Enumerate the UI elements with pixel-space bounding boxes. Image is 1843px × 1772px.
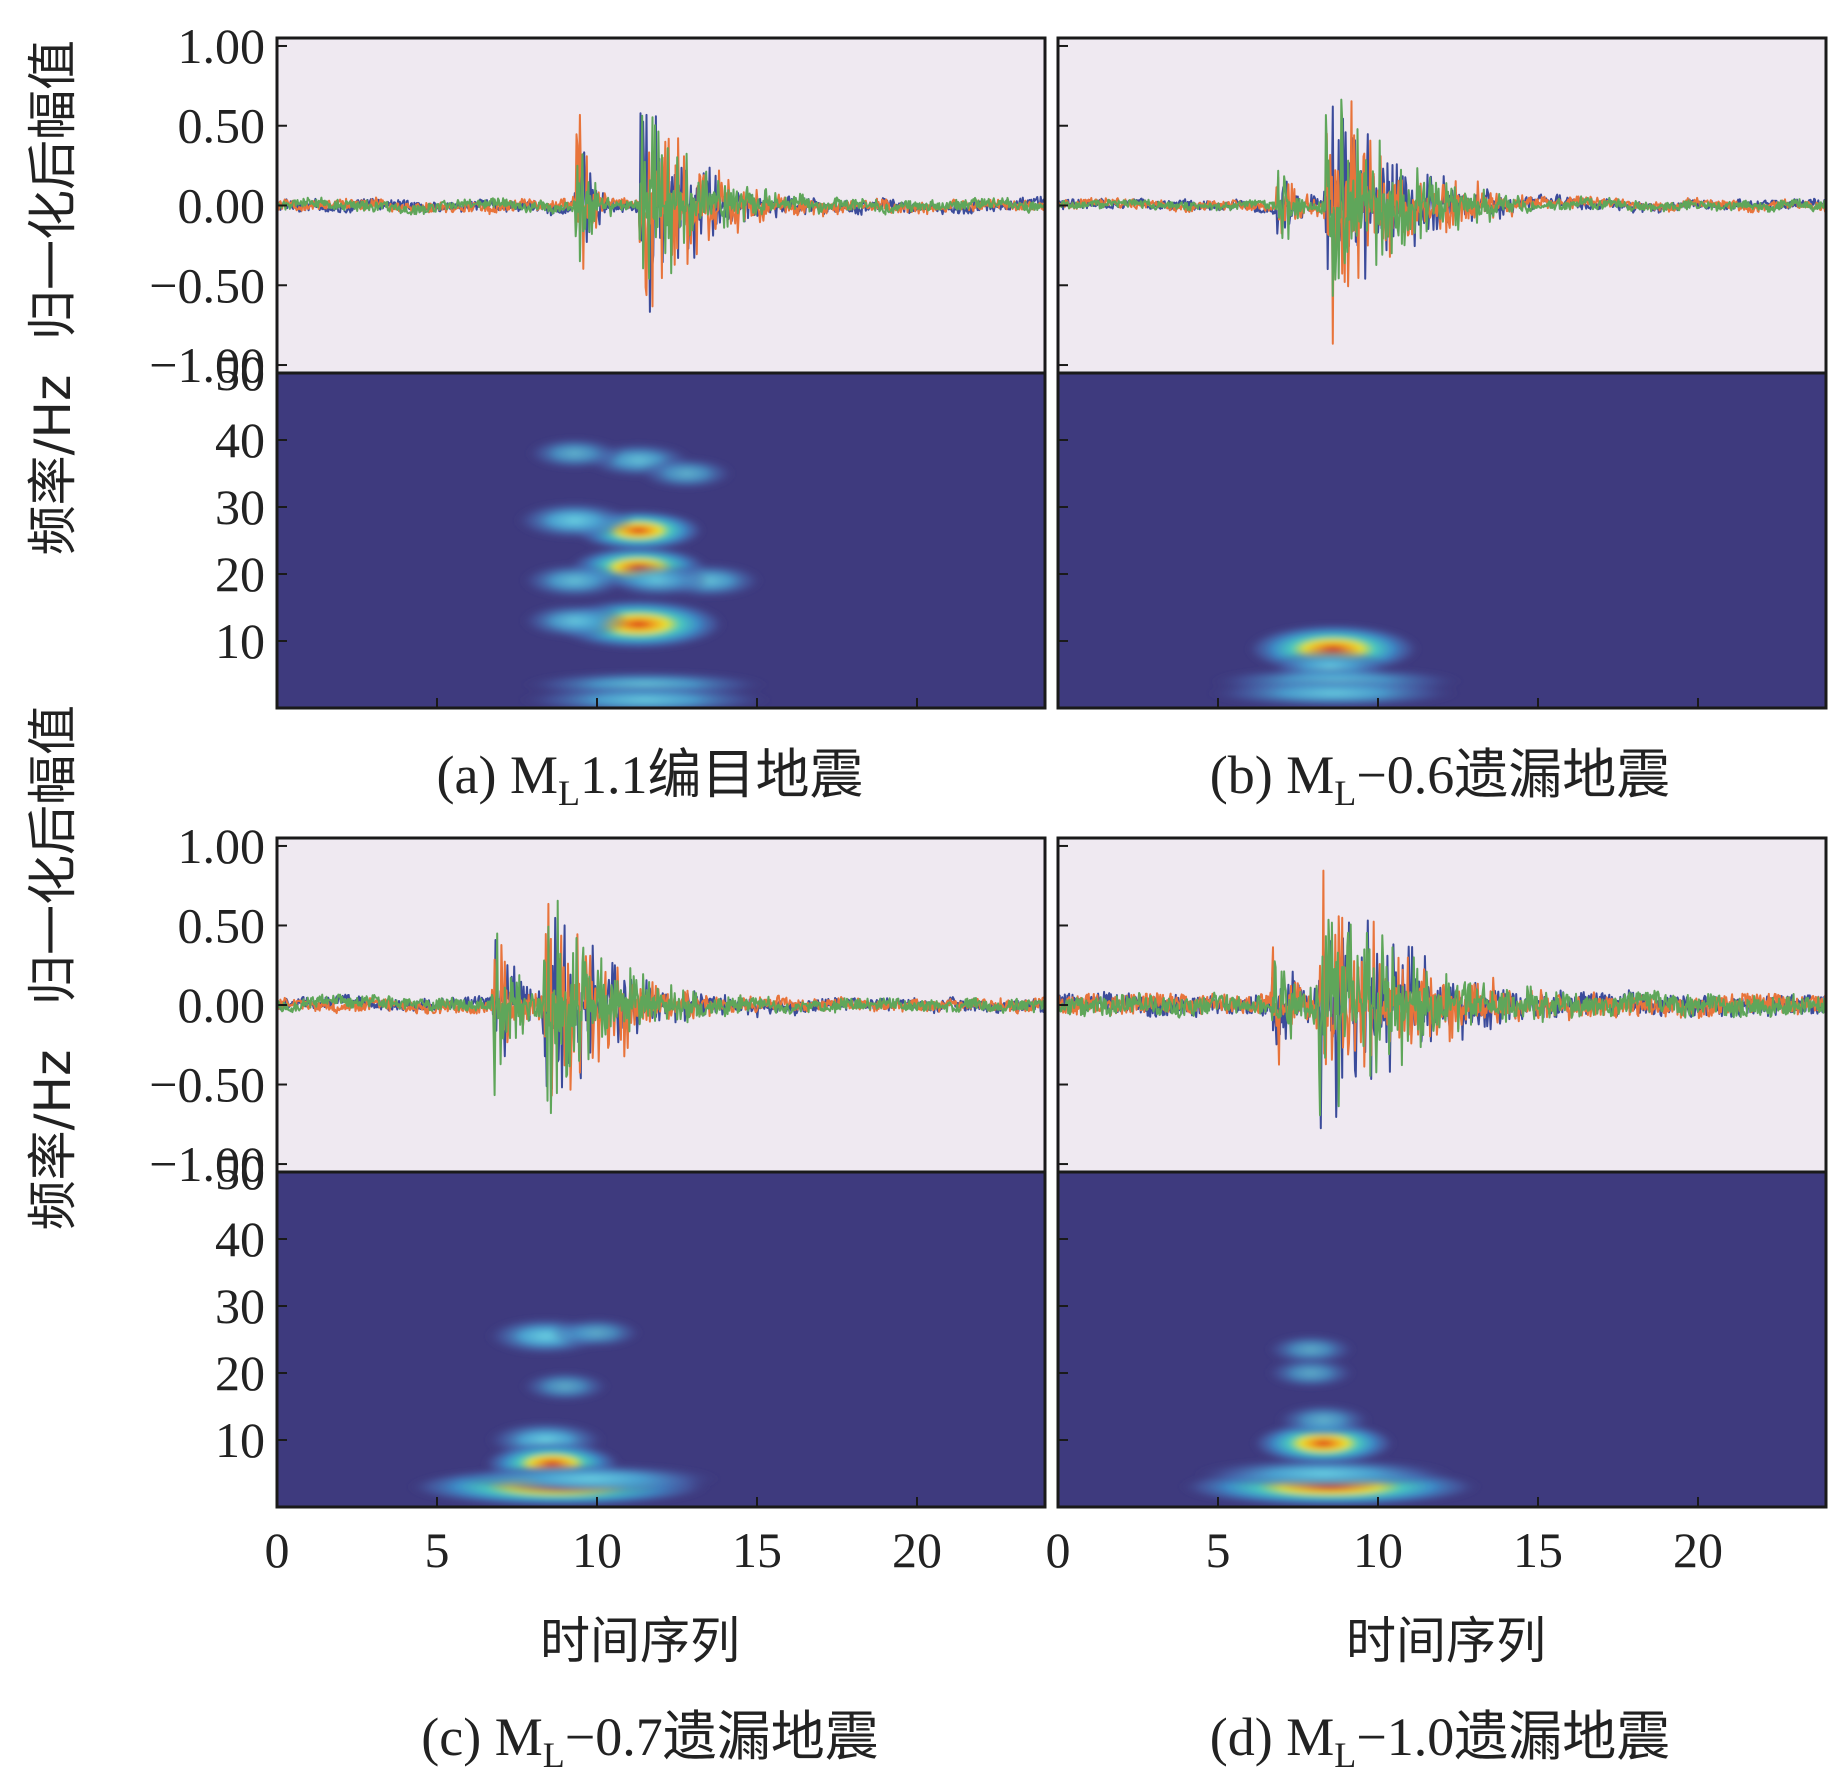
spectrogram-frame bbox=[275, 1170, 1047, 1509]
xlabel-c: 时间序列 bbox=[540, 1612, 740, 1670]
waveform-ytick-label: 0.50 bbox=[178, 897, 266, 953]
spectrogram-ylabel-top: 频率/Hz bbox=[24, 375, 82, 556]
spectrogram-blob bbox=[1192, 1457, 1455, 1490]
spectrogram-ytick-label: 30 bbox=[215, 479, 265, 535]
panel-d: 0 5 10 15 20 bbox=[1046, 836, 1828, 1578]
spectrogram-ytick-label: 10 bbox=[215, 1412, 265, 1468]
xtick-label: 15 bbox=[732, 1522, 782, 1578]
spectrogram-energy bbox=[1205, 623, 1465, 708]
spectrogram-plot-area bbox=[277, 1172, 1045, 1507]
waveform-series-component-2 bbox=[1057, 100, 1827, 345]
waveform-ylabel-top: 归一化后幅值 bbox=[24, 40, 82, 340]
spectrogram-ytick-label: 20 bbox=[215, 1345, 265, 1401]
spectrogram-frame bbox=[1056, 1170, 1828, 1509]
waveform-ylabel-bottom: 归一化后幅值 bbox=[24, 705, 82, 1005]
waveform-ytick-label: −1.00 bbox=[149, 337, 265, 393]
xtick-label: 20 bbox=[892, 1522, 942, 1578]
waveform-ytick-label: −0.50 bbox=[149, 257, 265, 313]
spectrogram-blob bbox=[519, 1370, 611, 1403]
spectrogram-ytick-label: 50 bbox=[215, 1144, 265, 1200]
spectrogram-plot-area bbox=[1058, 373, 1826, 708]
waveform-series-component-3 bbox=[276, 114, 1046, 280]
spectrogram-ytick-label: 30 bbox=[215, 1278, 265, 1334]
waveform-ytick-label: −1.00 bbox=[149, 1136, 265, 1192]
spectrogram-plot-area bbox=[1058, 1172, 1826, 1507]
spectrogram-ylabel-bottom: 频率/Hz bbox=[24, 1050, 82, 1231]
waveform-ytick-label: 1.00 bbox=[178, 18, 266, 74]
waveform-series-component-3 bbox=[276, 899, 1046, 1115]
xtick-label: 5 bbox=[425, 1522, 450, 1578]
spectrogram-energy bbox=[513, 436, 773, 708]
spectrogram-blob bbox=[513, 500, 636, 541]
spectrogram-blob bbox=[1264, 1356, 1357, 1390]
spectrogram-energy bbox=[1178, 1333, 1482, 1507]
waveform-series-component-3 bbox=[1057, 918, 1827, 1117]
spectrogram-blob bbox=[519, 602, 630, 640]
spectrogram-ytick-label: 40 bbox=[215, 412, 265, 468]
spectrogram-frame bbox=[1056, 371, 1828, 710]
xtick-label: 10 bbox=[572, 1522, 622, 1578]
spectrogram-blob bbox=[551, 1316, 643, 1350]
waveform-series-component-3 bbox=[1057, 98, 1827, 297]
panel-b bbox=[1056, 36, 1828, 710]
spectrogram-frame bbox=[275, 371, 1047, 710]
waveform-ytick-label: 1.00 bbox=[178, 818, 266, 874]
spectrogram-blob bbox=[517, 684, 773, 708]
waveform-ytick-label: 0.00 bbox=[178, 977, 266, 1033]
xtick-label: 0 bbox=[1046, 1522, 1071, 1578]
xlabel-d: 时间序列 bbox=[1346, 1612, 1546, 1670]
xtick-label: 10 bbox=[1353, 1522, 1403, 1578]
spectrogram-blob bbox=[1205, 678, 1462, 708]
xtick-label: 0 bbox=[265, 1522, 290, 1578]
spectrogram-energy bbox=[406, 1316, 722, 1507]
caption-c: (c) ML−0.7遗漏地震 bbox=[421, 1707, 878, 1772]
spectrogram-blob bbox=[1274, 1403, 1373, 1437]
spectrogram-blob bbox=[605, 563, 710, 599]
waveform-ytick-label: −0.50 bbox=[149, 1057, 265, 1113]
waveform-ytick-label: 0.50 bbox=[178, 98, 266, 154]
spectrogram-blob bbox=[1264, 1333, 1357, 1366]
waveform-ytick-label: 0.00 bbox=[178, 178, 266, 234]
spectrogram-blob bbox=[519, 562, 630, 599]
caption-a: (a) ML1.1编目地震 bbox=[437, 745, 864, 813]
spectrogram-ytick-label: 20 bbox=[215, 546, 265, 602]
caption-b: (b) ML−0.6遗漏地震 bbox=[1210, 745, 1670, 813]
spectrogram-ytick-label: 10 bbox=[215, 613, 265, 669]
spectrogram-blob bbox=[459, 1463, 722, 1495]
xtick-label: 20 bbox=[1673, 1522, 1723, 1578]
spectrogram-ytick-label: 40 bbox=[215, 1211, 265, 1267]
caption-d: (d) ML−1.0遗漏地震 bbox=[1210, 1707, 1670, 1772]
spectrogram-ytick-label: 50 bbox=[215, 345, 265, 401]
spectrogram-blob bbox=[637, 456, 736, 491]
xtick-label: 15 bbox=[1513, 1522, 1563, 1578]
spectrogram-blob bbox=[525, 436, 624, 471]
xtick-label: 5 bbox=[1206, 1522, 1231, 1578]
spectrogram-blob bbox=[1250, 1420, 1397, 1466]
